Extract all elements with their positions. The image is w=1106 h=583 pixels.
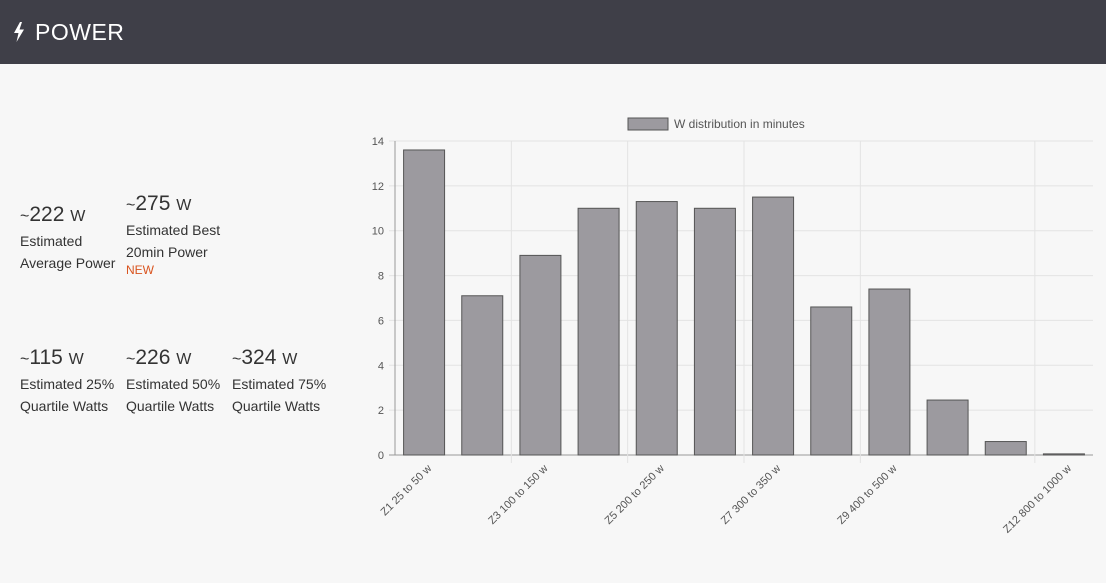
bar xyxy=(810,306,853,456)
stat-label-line1: Estimated Best xyxy=(126,222,221,238)
x-tick-label: Z12 800 to 1000 w xyxy=(1001,463,1074,536)
stat-label-line2: Average Power xyxy=(20,255,116,271)
stat-label-line1: Estimated 25% xyxy=(20,376,115,392)
lightning-bolt-icon xyxy=(13,22,25,42)
bar xyxy=(926,399,969,456)
x-tick-label: Z9 400 to 500 w xyxy=(835,463,899,527)
bar xyxy=(984,441,1027,456)
y-tick-label: 8 xyxy=(378,271,384,283)
y-tick-label: 10 xyxy=(372,226,384,238)
stat-label-line1: Estimated 50% xyxy=(126,376,221,392)
y-tick-label: 6 xyxy=(378,315,384,327)
bar xyxy=(403,149,446,456)
bar xyxy=(868,288,911,456)
x-tick-label: Z1 25 to 50 w xyxy=(379,463,435,519)
stat-label-line2: Quartile Watts xyxy=(232,398,321,414)
y-tick-label: 4 xyxy=(378,360,384,372)
stat-value: ~226 W xyxy=(126,346,192,369)
stat-quartile-75: ~324 W Estimated 75% Quartile Watts xyxy=(232,345,326,417)
y-tick-label: 0 xyxy=(378,450,384,462)
stat-value: ~275 W xyxy=(126,192,192,215)
stat-label-line1: Estimated 75% xyxy=(232,376,327,392)
x-tick-label: Z3 100 to 150 w xyxy=(486,463,550,527)
stat-best-20min-power: ~275 W Estimated Best 20min Power NEW xyxy=(126,191,220,277)
bar xyxy=(635,201,678,456)
bar xyxy=(577,207,620,456)
y-tick-label: 2 xyxy=(378,405,384,417)
page-title: POWER xyxy=(35,18,125,45)
stat-average-power: ~222 W Estimated Average Power xyxy=(20,202,115,274)
stat-label-line2: 20min Power xyxy=(126,244,208,260)
stat-value: ~324 W xyxy=(232,346,298,369)
x-tick-label: Z7 300 to 350 w xyxy=(719,463,783,527)
y-tick-label: 14 xyxy=(372,136,384,148)
bar xyxy=(1042,453,1085,456)
x-tick-label: Z5 200 to 250 w xyxy=(603,463,667,527)
bar xyxy=(519,254,562,456)
bar xyxy=(693,207,736,456)
page-header: POWER xyxy=(0,0,1106,64)
bar xyxy=(461,295,504,456)
stat-quartile-25: ~115 W Estimated 25% Quartile Watts xyxy=(20,345,114,417)
stat-label-line2: Quartile Watts xyxy=(20,398,109,414)
legend-swatch xyxy=(627,117,669,131)
stat-label-line1: Estimated xyxy=(20,233,83,249)
stat-value: ~222 W xyxy=(20,203,86,226)
y-tick-label: 12 xyxy=(372,181,384,193)
new-badge: NEW xyxy=(126,263,154,277)
bar xyxy=(752,196,795,456)
stat-quartile-50: ~226 W Estimated 50% Quartile Watts xyxy=(126,345,220,417)
stat-value: ~115 W xyxy=(20,346,84,369)
stat-label-line2: Quartile Watts xyxy=(126,398,215,414)
legend-label: W distribution in minutes xyxy=(674,117,805,131)
